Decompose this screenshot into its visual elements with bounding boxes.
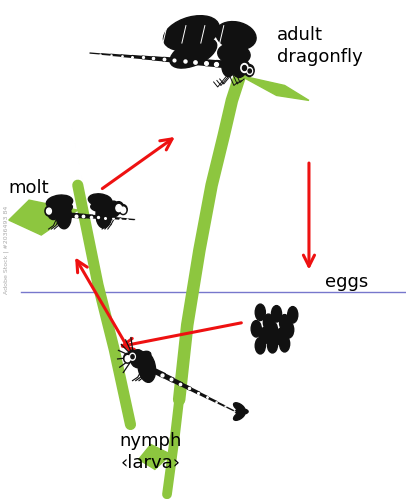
Ellipse shape [263, 314, 274, 330]
Circle shape [48, 206, 59, 220]
Ellipse shape [267, 322, 278, 338]
Polygon shape [139, 444, 171, 469]
Circle shape [131, 354, 134, 358]
Ellipse shape [284, 322, 294, 338]
Ellipse shape [56, 202, 71, 229]
Ellipse shape [216, 22, 256, 50]
Ellipse shape [255, 338, 265, 354]
Ellipse shape [259, 328, 269, 344]
Ellipse shape [280, 314, 290, 331]
Ellipse shape [88, 194, 112, 206]
Ellipse shape [49, 203, 72, 214]
Circle shape [243, 66, 247, 70]
Circle shape [124, 353, 132, 363]
Ellipse shape [288, 306, 298, 323]
Ellipse shape [267, 336, 278, 353]
Ellipse shape [276, 328, 286, 345]
Circle shape [247, 68, 253, 74]
Circle shape [46, 208, 51, 214]
Ellipse shape [235, 409, 248, 414]
Ellipse shape [136, 358, 151, 367]
Circle shape [121, 207, 126, 213]
Ellipse shape [280, 336, 290, 352]
Ellipse shape [135, 352, 151, 363]
Circle shape [114, 202, 124, 213]
Polygon shape [9, 200, 78, 235]
Ellipse shape [251, 320, 261, 337]
Ellipse shape [218, 44, 250, 64]
Ellipse shape [164, 16, 219, 50]
Ellipse shape [138, 352, 155, 382]
Polygon shape [240, 76, 309, 100]
Circle shape [241, 64, 248, 72]
Text: molt: molt [9, 178, 49, 196]
Ellipse shape [222, 50, 238, 76]
Circle shape [131, 350, 145, 368]
Text: eggs: eggs [325, 274, 368, 291]
Ellipse shape [46, 195, 73, 209]
Text: Adobe Stock | #2036493 84: Adobe Stock | #2036493 84 [3, 206, 9, 294]
Ellipse shape [255, 304, 265, 320]
Circle shape [107, 201, 120, 217]
Circle shape [248, 69, 252, 73]
Ellipse shape [271, 306, 282, 322]
Ellipse shape [96, 199, 112, 228]
Circle shape [125, 356, 130, 362]
Text: nymph
‹larva›: nymph ‹larva› [120, 432, 182, 472]
Circle shape [130, 353, 136, 360]
Circle shape [239, 60, 250, 74]
Ellipse shape [91, 202, 112, 211]
Circle shape [233, 62, 246, 78]
Ellipse shape [170, 38, 217, 68]
Ellipse shape [234, 402, 245, 411]
Text: adult
dragonfly: adult dragonfly [276, 26, 362, 66]
Circle shape [128, 350, 138, 362]
Circle shape [119, 204, 127, 214]
Ellipse shape [234, 412, 245, 420]
Circle shape [45, 206, 53, 216]
Circle shape [116, 204, 122, 212]
Circle shape [245, 64, 254, 76]
